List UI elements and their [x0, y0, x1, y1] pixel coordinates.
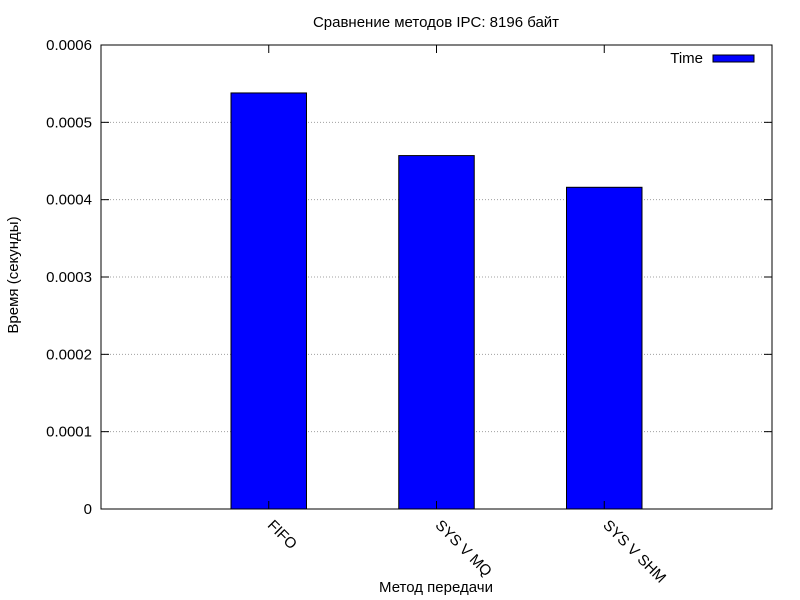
legend-swatch — [712, 54, 755, 63]
x-tick-label: SYS V MQ — [432, 517, 495, 580]
x-tick-label: SYS V SHM — [599, 517, 669, 587]
y-tick-label: 0.0001 — [46, 424, 92, 441]
y-axis-ticks: 0 0.0001 0.0002 0.0003 0.0004 0.0005 0.0006 — [46, 37, 772, 518]
bar — [566, 186, 643, 510]
bar — [398, 155, 475, 510]
y-tick-label: 0.0004 — [46, 192, 92, 209]
x-tick-label: FIFO — [264, 517, 300, 553]
y-tick-label: 0.0006 — [46, 37, 92, 54]
chart-title: Сравнение методов IPC: 8196 байт — [313, 14, 559, 31]
legend-label: Time — [670, 50, 703, 67]
bar — [230, 92, 307, 510]
y-tick-label: 0.0002 — [46, 346, 92, 363]
y-tick-label: 0 — [84, 501, 92, 518]
bars — [230, 92, 643, 510]
y-tick-label: 0.0003 — [46, 269, 92, 286]
y-axis-label: Время (секунды) — [5, 216, 22, 333]
y-tick-label: 0.0005 — [46, 114, 92, 131]
x-axis-label: Метод передачи — [379, 579, 493, 596]
legend: Time — [670, 50, 755, 67]
grid-lines — [101, 121, 772, 433]
